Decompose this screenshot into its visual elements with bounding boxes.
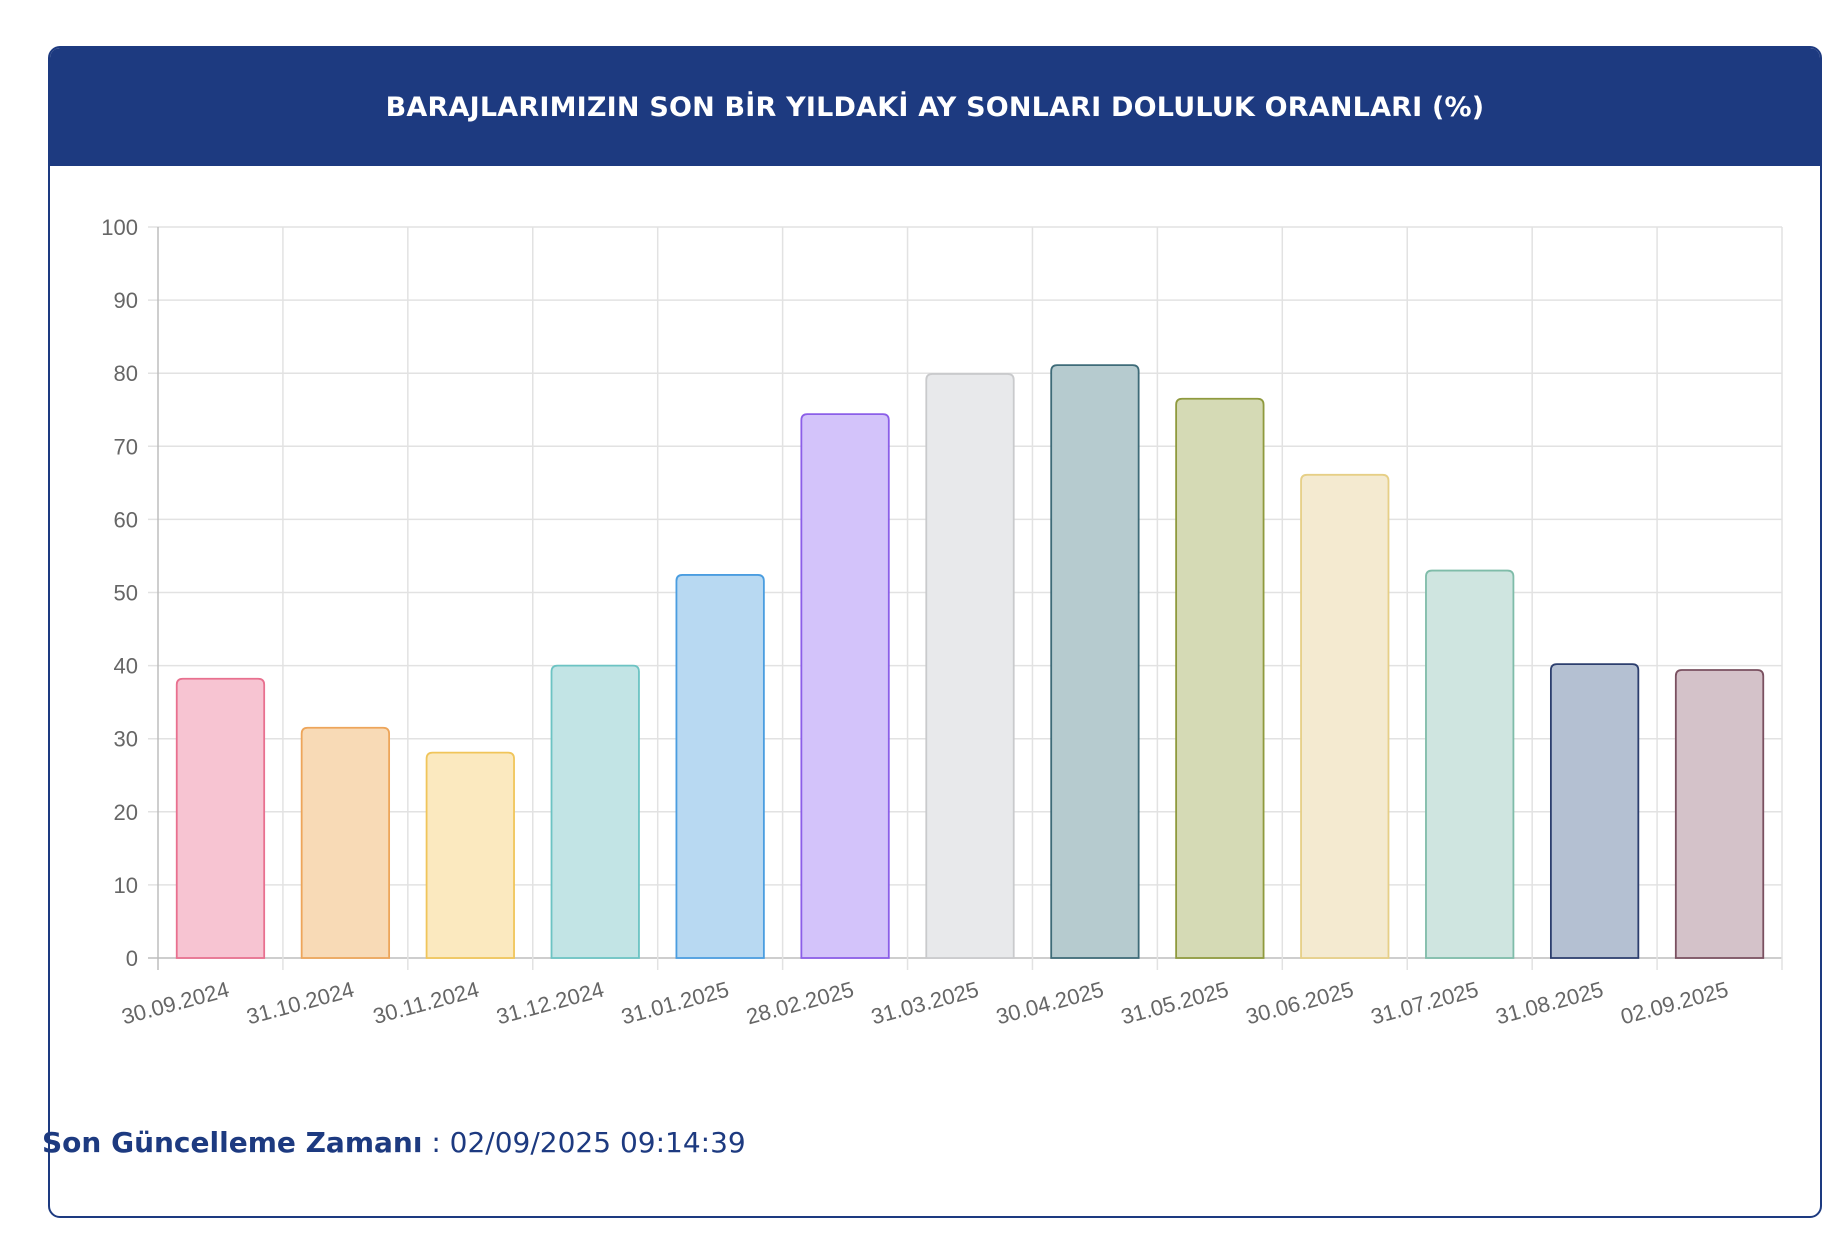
bar-30.09.2024 (175, 677, 266, 959)
chart-card: BARAJLARIMIZIN SON BİR YILDAKİ AY SONLAR… (48, 46, 1822, 1218)
bar-31.03.2025 (925, 373, 1015, 959)
y-tick-label: 70 (114, 434, 138, 459)
bar-30.04.2025 (1050, 364, 1140, 959)
y-tick-label: 0 (126, 946, 138, 971)
last-update-value: 02/09/2025 09:14:39 (449, 1126, 746, 1159)
x-tick-label: 31.07.2025 (1368, 977, 1481, 1030)
y-tick-label: 100 (101, 215, 138, 240)
last-update: Son Güncelleme Zamanı : 02/09/2025 09:14… (42, 1126, 746, 1159)
bar-30.11.2024 (425, 751, 515, 959)
bar-31.05.2025 (1175, 397, 1265, 959)
bar-02.09.2025 (1674, 669, 1765, 959)
last-update-label: Son Güncelleme Zamanı (42, 1126, 423, 1159)
x-tick-label: 30.04.2025 (993, 977, 1106, 1030)
x-tick-label: 30.11.2024 (370, 977, 481, 1029)
y-tick-label: 60 (114, 507, 138, 532)
y-tick-label: 40 (114, 654, 138, 679)
y-tick-label: 50 (114, 581, 138, 606)
y-tick-label: 90 (114, 288, 138, 313)
x-tick-label: 31.08.2025 (1493, 977, 1606, 1030)
x-tick-label: 30.09.2024 (119, 977, 232, 1030)
x-tick-label: 31.03.2025 (868, 977, 981, 1030)
bar-30.06.2025 (1300, 473, 1390, 959)
bar-31.07.2025 (1425, 569, 1515, 959)
last-update-separator: : (422, 1126, 450, 1159)
bar-31.12.2024 (550, 664, 640, 959)
bar-31.08.2025 (1549, 663, 1640, 959)
y-tick-label: 10 (114, 873, 138, 898)
x-tick-label: 31.12.2024 (494, 977, 607, 1030)
x-tick-label: 28.02.2025 (744, 977, 857, 1030)
y-tick-label: 30 (114, 727, 138, 752)
x-tick-label: 30.06.2025 (1243, 977, 1356, 1030)
chart-title: BARAJLARIMIZIN SON BİR YILDAKİ AY SONLAR… (50, 48, 1820, 166)
x-tick-label: 02.09.2025 (1618, 977, 1731, 1030)
x-tick-label: 31.01.2025 (619, 977, 732, 1030)
y-tick-label: 20 (114, 800, 138, 825)
x-tick-label: 31.10.2024 (244, 977, 357, 1030)
x-tick-label: 31.05.2025 (1118, 977, 1231, 1030)
y-tick-label: 80 (114, 361, 138, 386)
bar-28.02.2025 (800, 413, 890, 959)
bar-31.10.2024 (300, 726, 391, 959)
bar-31.01.2025 (675, 574, 765, 959)
